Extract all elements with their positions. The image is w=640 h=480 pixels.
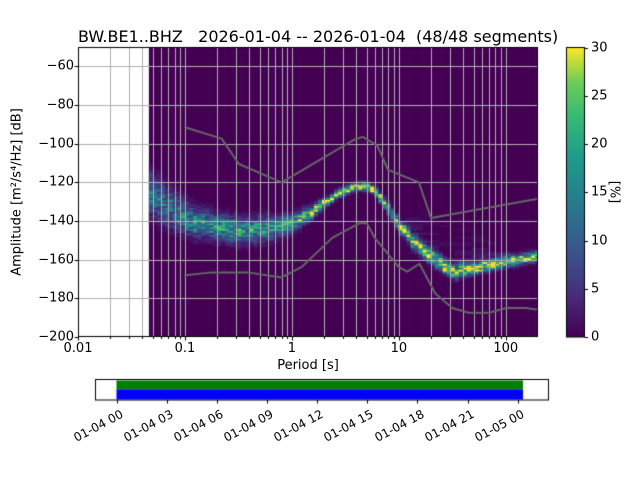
colorbar-tick-label: 5: [591, 281, 600, 297]
y-tick-label: −60: [46, 58, 74, 74]
colorbar-tick-label: 20: [591, 136, 608, 152]
y-tick-label: −160: [38, 252, 74, 268]
x-tick-label: 100: [493, 341, 519, 356]
x-tick-label: 0.1: [174, 341, 196, 356]
plot-title: BW.BE1..BHZ 2026-01-04 -- 2026-01-04 (48…: [78, 27, 559, 46]
y-tick-label: −120: [38, 174, 74, 190]
x-tick-label: 10: [390, 341, 408, 356]
x-tick-label: 0.01: [63, 341, 93, 356]
y-tick-label: −80: [46, 97, 74, 113]
x-tick-label: 1: [287, 341, 297, 356]
y-tick-label: −140: [38, 213, 74, 229]
colorbar-label: [%]: [606, 180, 622, 204]
colorbar-tick-label: 25: [591, 88, 608, 104]
colorbar-tick-label: 30: [591, 40, 608, 55]
y-axis-label: Amplitude [m²/s⁴/Hz] [dB]: [9, 108, 25, 276]
y-tick-label: −100: [38, 136, 74, 152]
colorbar-tick-label: 15: [591, 184, 608, 200]
y-tick-label: −200: [38, 329, 74, 345]
y-tick-label: −180: [38, 290, 74, 306]
x-axis-label: Period [s]: [277, 358, 339, 373]
colorbar-tick-label: 0: [591, 329, 600, 345]
colorbar-tick-label: 10: [591, 233, 608, 248]
